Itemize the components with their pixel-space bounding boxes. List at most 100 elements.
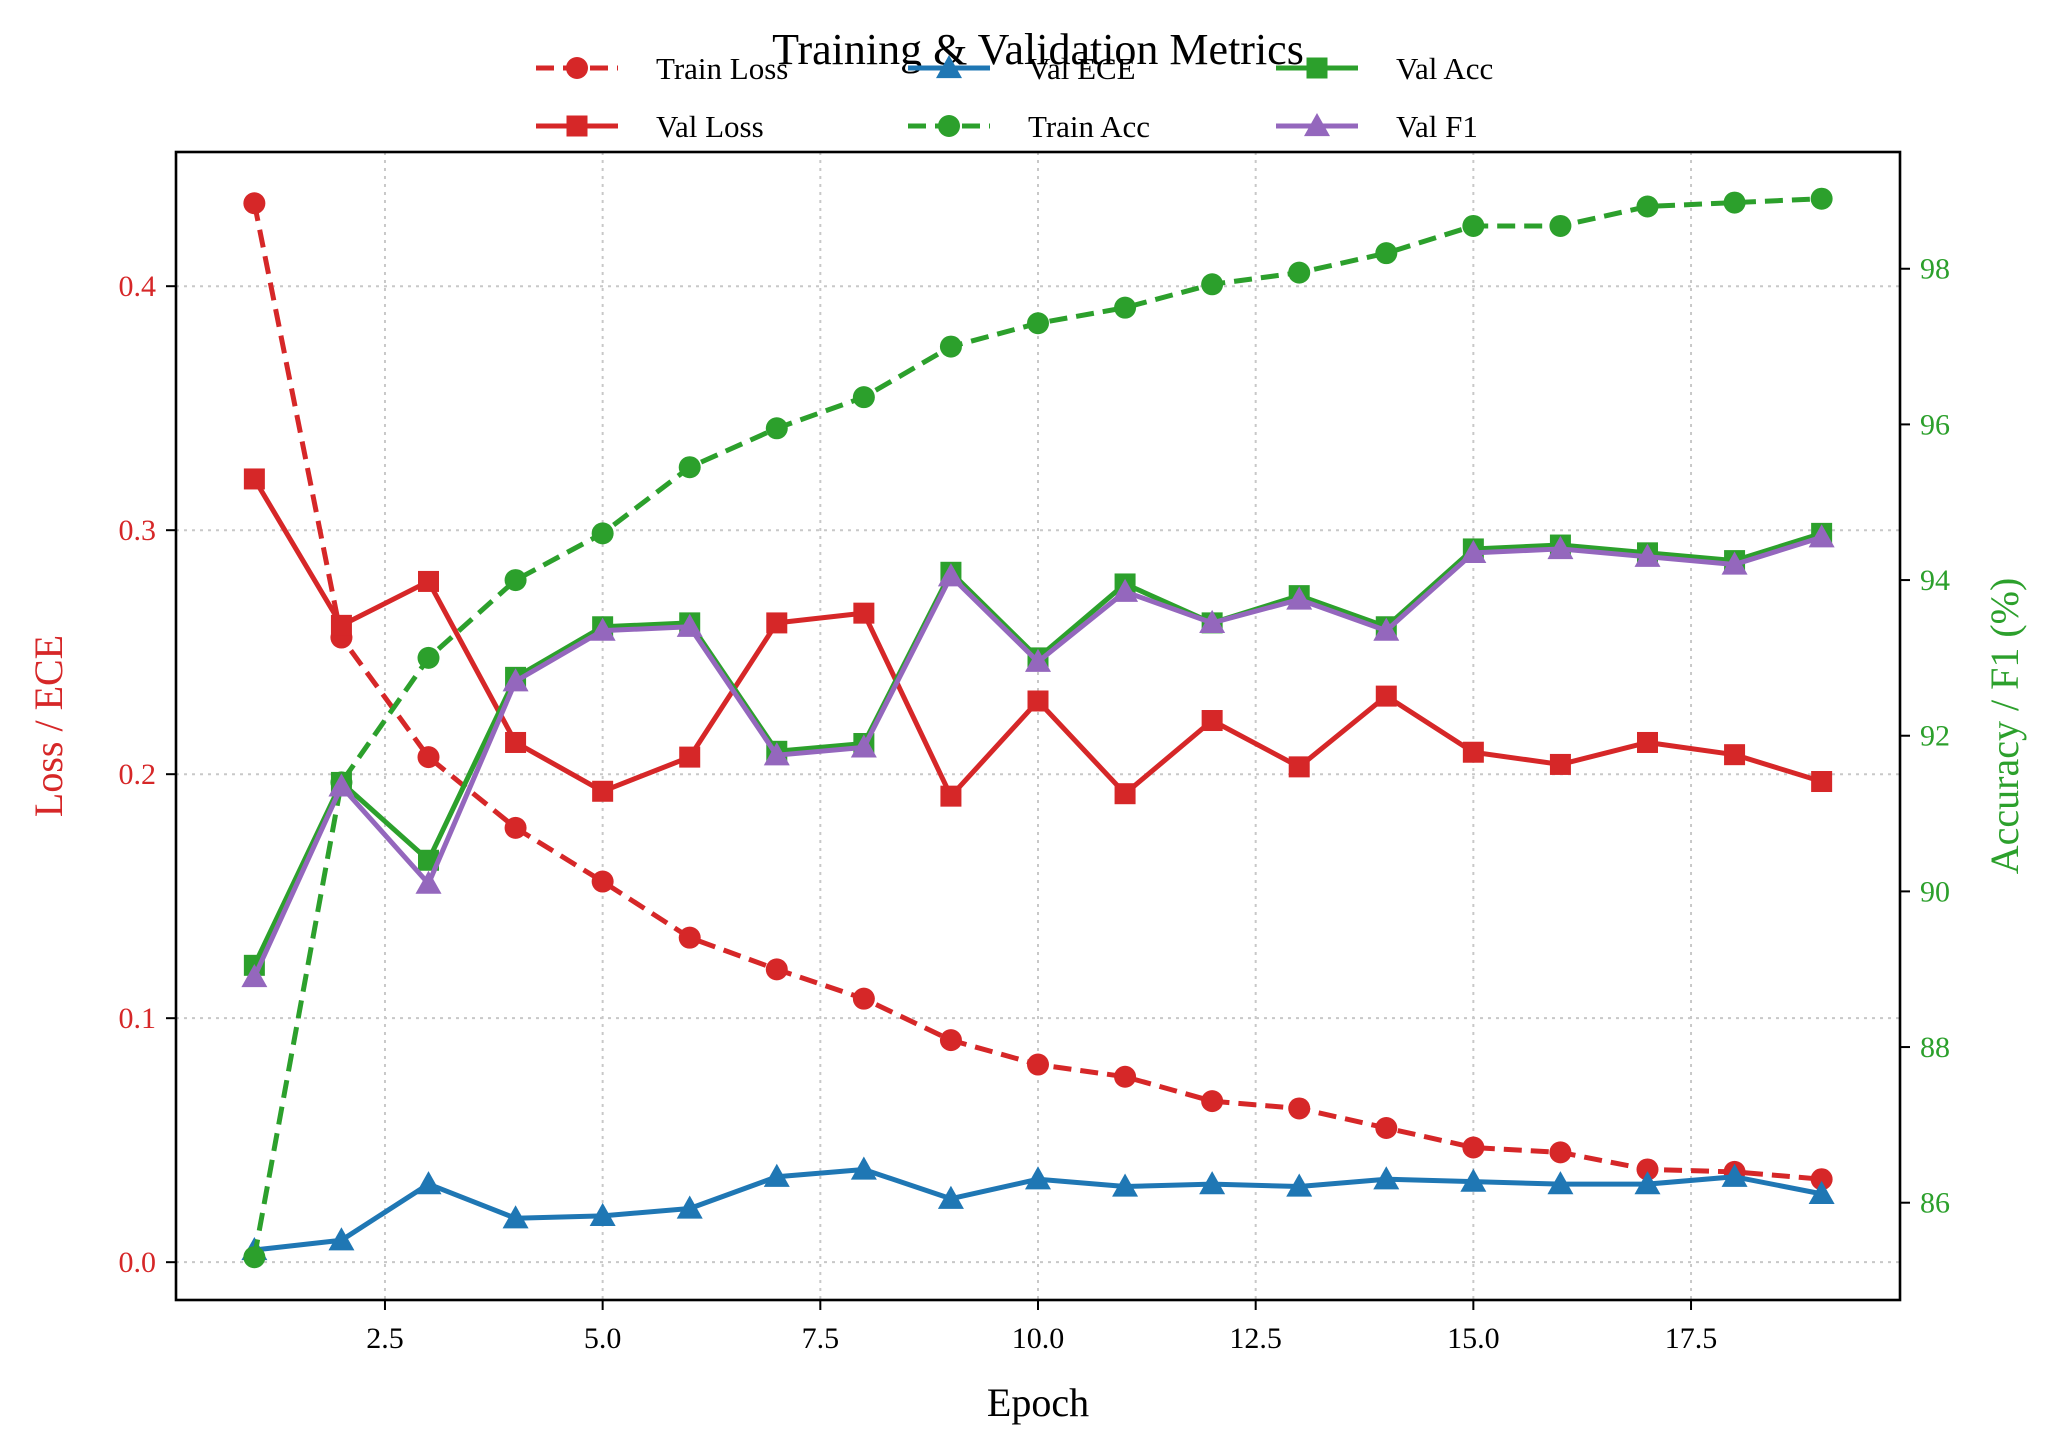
data-point-train-loss	[939, 1029, 962, 1052]
data-point-train-acc	[678, 456, 701, 479]
data-point-train-loss	[1462, 1136, 1485, 1159]
data-point-train-loss	[678, 926, 701, 949]
data-point-train-loss	[1288, 1097, 1311, 1120]
data-point-train-loss	[1027, 1053, 1049, 1076]
data-point-val-ece	[1460, 1168, 1487, 1192]
data-point-train-loss	[417, 746, 440, 769]
x-tick-label: 10.0	[1012, 1322, 1065, 1355]
data-point-val-loss	[505, 731, 527, 753]
y-left-tick-label: 0.2	[119, 758, 157, 791]
series-val-loss	[243, 468, 1833, 807]
data-point-train-acc	[504, 569, 527, 592]
data-point-val-ece	[502, 1205, 529, 1229]
y-right-tick-label: 94	[1920, 564, 1950, 597]
data-point-val-ece	[1634, 1171, 1661, 1195]
data-point-val-ece	[328, 1227, 355, 1251]
x-tick-label: 5.0	[584, 1322, 622, 1355]
data-point-val-loss	[1288, 756, 1310, 778]
data-point-val-loss	[1027, 690, 1049, 712]
data-point-val-ece	[676, 1195, 703, 1219]
x-tick-label: 17.5	[1665, 1322, 1718, 1355]
data-point-train-acc	[1288, 261, 1311, 284]
data-point-train-acc	[1810, 187, 1833, 210]
data-point-val-ece	[589, 1202, 616, 1226]
data-point-train-acc	[591, 522, 614, 545]
legend-label: Train Loss	[656, 51, 788, 86]
data-point-train-acc	[1114, 296, 1137, 319]
data-point-val-loss	[1462, 741, 1484, 763]
data-point-val-f1	[1286, 586, 1313, 610]
data-point-val-loss	[940, 785, 962, 807]
data-point-val-f1	[415, 870, 442, 894]
y-axis-right-title: Accuracy / F1 (%)	[1982, 578, 2027, 875]
y-right-tick-label: 96	[1920, 408, 1950, 441]
series-train-loss	[243, 192, 1833, 1191]
series-train-acc	[243, 187, 1833, 1269]
data-point-val-loss	[1375, 685, 1397, 707]
y-right-tick-label: 90	[1920, 875, 1950, 908]
data-point-train-acc	[1636, 195, 1659, 218]
legend-label: Val Acc	[1396, 51, 1493, 86]
y-right-tick-label: 88	[1920, 1031, 1950, 1064]
chart-title: Training & Validation Metrics	[772, 25, 1304, 74]
series-layer	[241, 187, 1835, 1269]
data-point-train-acc	[1549, 214, 1572, 237]
data-point-val-loss	[1114, 783, 1136, 805]
legend: Train Loss Val Loss Val ECE Train Acc Val Ac…	[536, 51, 1493, 144]
data-point-train-loss	[1810, 1168, 1833, 1191]
data-point-val-f1	[676, 613, 703, 637]
series-val-ece	[241, 1156, 1835, 1261]
legend-entry-val-acc: Val Acc	[1276, 51, 1493, 86]
data-point-val-f1	[1634, 543, 1661, 567]
x-tick-label: 12.5	[1229, 1322, 1282, 1355]
legend-entry-val-ece: Val ECE	[908, 51, 1136, 86]
data-point-val-loss	[418, 570, 440, 592]
x-tick-label: 2.5	[366, 1322, 404, 1355]
data-point-train-loss	[243, 192, 266, 215]
data-point-train-acc	[852, 386, 875, 409]
data-point-val-f1	[937, 563, 964, 587]
data-point-train-acc	[939, 335, 962, 358]
data-point-val-loss	[243, 468, 265, 490]
data-point-train-acc	[1375, 242, 1398, 265]
data-point-train-loss	[1114, 1065, 1137, 1088]
data-point-train-acc	[1723, 191, 1746, 214]
data-point-val-f1	[502, 668, 529, 692]
legend-marker	[1306, 57, 1328, 79]
y-right-tick-label: 92	[1920, 720, 1950, 753]
data-point-val-f1	[1808, 524, 1835, 548]
data-point-train-loss	[852, 987, 875, 1010]
data-point-val-ece	[1025, 1166, 1051, 1190]
data-point-val-ece	[1286, 1173, 1313, 1197]
data-point-val-loss	[679, 746, 701, 768]
data-point-val-f1	[850, 734, 877, 758]
data-point-val-loss	[853, 602, 875, 624]
data-point-val-ece	[1547, 1171, 1574, 1195]
y-left-tick-label: 0.1	[119, 1002, 157, 1035]
data-point-val-f1	[1721, 551, 1748, 575]
data-point-val-ece	[1373, 1166, 1400, 1190]
legend-entry-val-loss: Val Loss	[536, 109, 764, 144]
data-point-val-loss	[1636, 731, 1658, 753]
data-point-train-loss	[1636, 1158, 1659, 1181]
y-left-tick-label: 0.0	[119, 1246, 157, 1279]
data-point-train-acc	[1027, 312, 1049, 335]
data-point-train-acc	[765, 417, 788, 440]
data-point-val-ece	[763, 1163, 790, 1187]
data-point-val-loss	[1201, 710, 1223, 732]
data-point-val-f1	[1025, 648, 1051, 672]
legend-entry-train-loss: Train Loss	[536, 51, 788, 86]
y-left-tick-label: 0.4	[119, 270, 157, 303]
data-point-train-loss	[591, 870, 614, 893]
legend-marker	[936, 55, 962, 79]
y-right-tick-label: 86	[1920, 1187, 1950, 1220]
x-tick-label: 7.5	[802, 1322, 840, 1355]
data-point-train-acc	[1201, 273, 1224, 296]
legend-entry-train-acc: Train Acc	[908, 109, 1150, 144]
series-val-f1	[241, 524, 1835, 988]
data-point-val-loss	[1724, 744, 1746, 766]
data-point-val-loss	[1549, 753, 1571, 775]
x-axis-title: Epoch	[987, 1380, 1089, 1425]
data-point-train-acc	[417, 646, 440, 669]
